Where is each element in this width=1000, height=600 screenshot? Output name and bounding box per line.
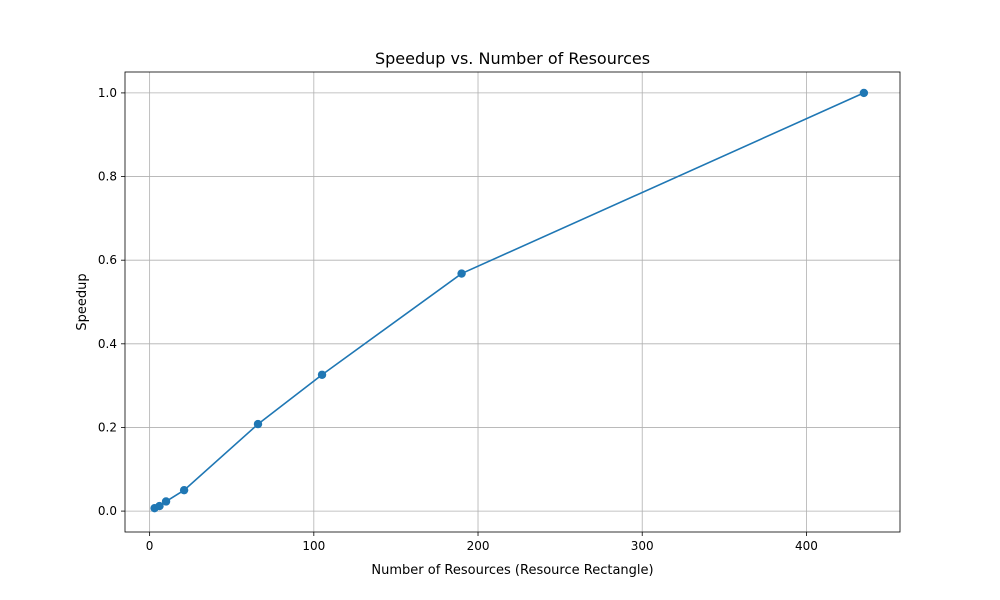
tick-layer: 0 100 200 300 400 0.0 0.2 0.4 0.6 0.8 1.0 <box>98 86 818 553</box>
data-point <box>317 370 327 379</box>
y-tick-label: 0.2 <box>98 420 117 434</box>
series-line <box>154 92 865 509</box>
data-point <box>859 88 869 98</box>
y-tick-label: 0.8 <box>98 170 117 184</box>
y-tick-label: 1.0 <box>98 86 117 100</box>
data-point <box>161 497 171 506</box>
x-axis-label: Number of Resources (Resource Rectangle) <box>371 563 653 578</box>
y-tick-label: 0.6 <box>98 253 117 267</box>
y-tick-label: 0.4 <box>98 337 117 351</box>
y-axis-label: Speedup <box>75 273 90 330</box>
y-tick-label: 0.0 <box>98 504 117 518</box>
x-tick-label: 200 <box>467 539 490 553</box>
plot-area-frame <box>124 71 901 533</box>
grid-layer <box>125 72 900 532</box>
x-tick-label: 400 <box>795 539 818 553</box>
chart-title: Speedup vs. Number of Resources <box>375 49 650 68</box>
data-point <box>253 419 263 429</box>
series-layer <box>150 88 869 513</box>
x-tick-label: 0 <box>146 539 154 553</box>
data-point <box>457 269 466 278</box>
x-tick-label: 100 <box>302 539 325 553</box>
data-point <box>179 485 189 495</box>
data-point <box>155 501 164 511</box>
x-tick-label: 300 <box>631 539 654 553</box>
